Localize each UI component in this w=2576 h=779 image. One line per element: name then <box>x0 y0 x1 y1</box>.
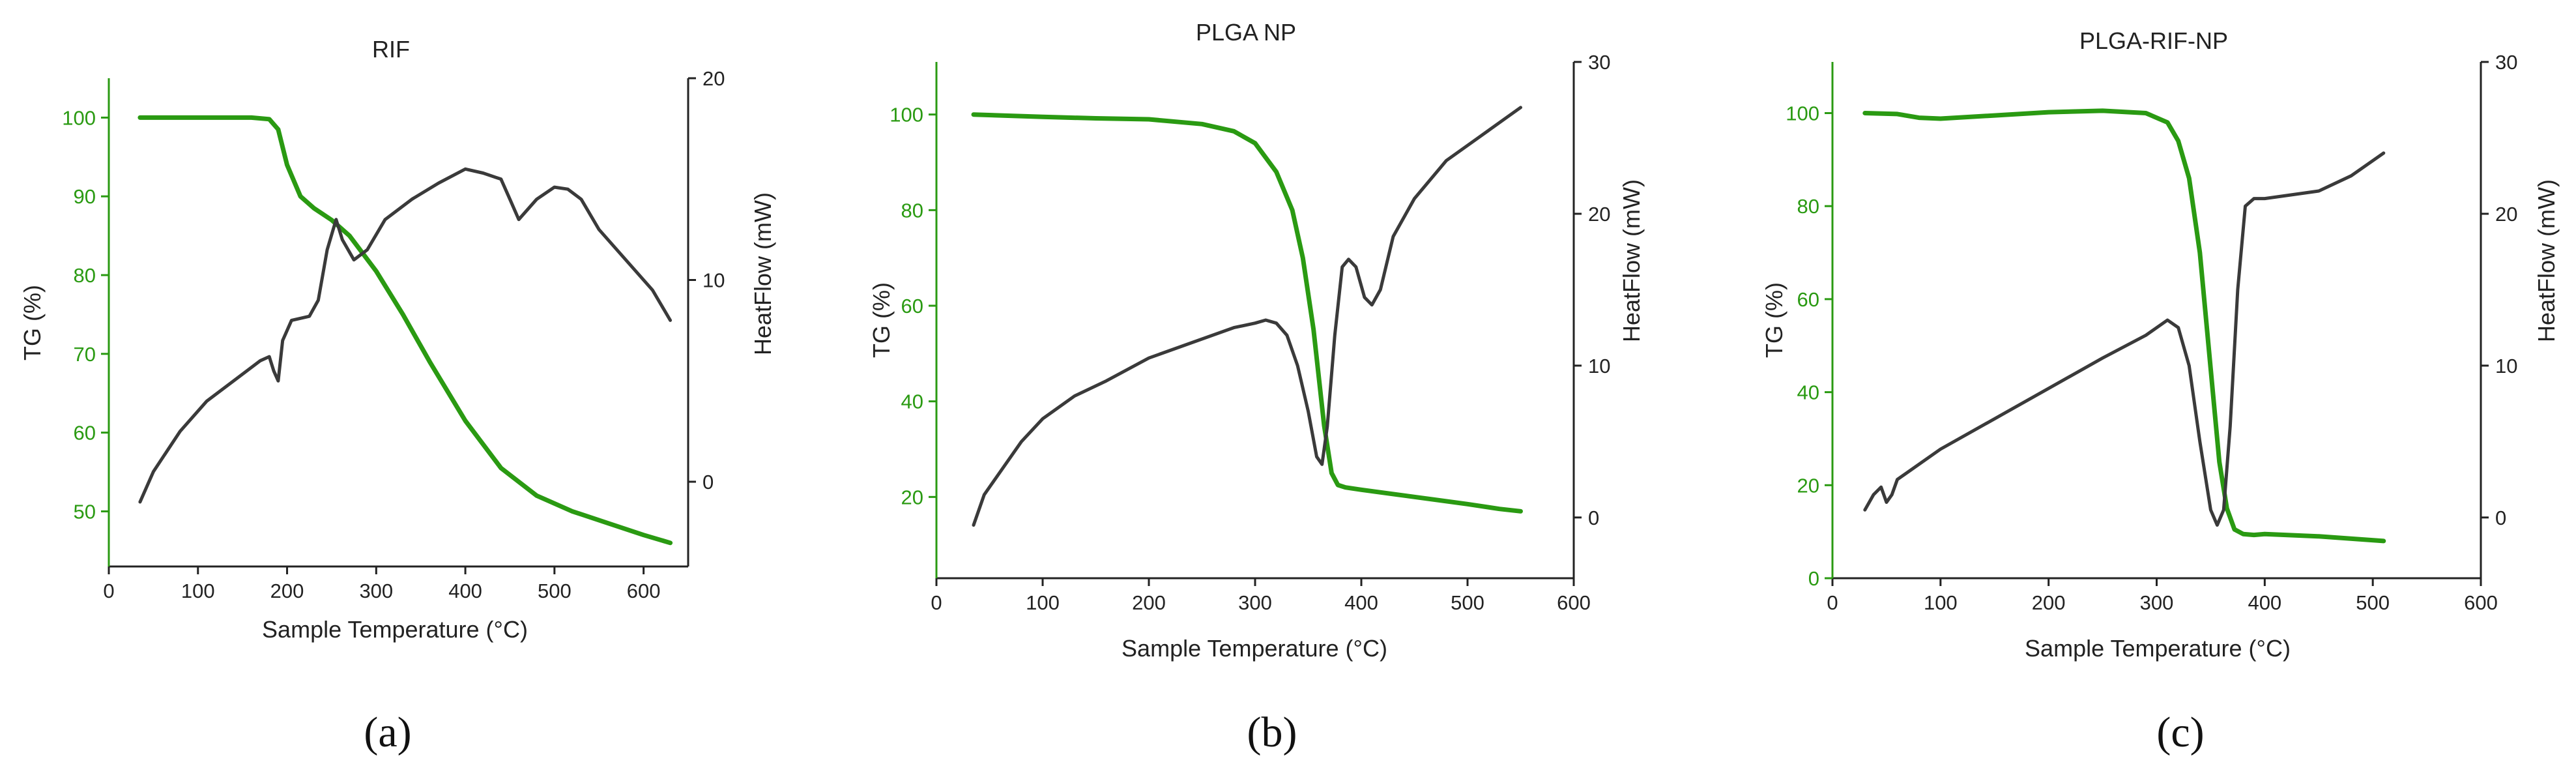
x-tick-label: 400 <box>1344 591 1378 614</box>
x-tick-label: 500 <box>2356 591 2390 614</box>
x-tick-label: 400 <box>2248 591 2281 614</box>
x-tick-label: 100 <box>181 580 215 602</box>
left-y-tick-label: 80 <box>901 199 923 222</box>
right-y-tick-label: 10 <box>702 269 725 292</box>
left-y-tick-label: 20 <box>901 486 923 508</box>
right-y-tick-label: 0 <box>702 471 714 493</box>
series-line-heatflow <box>972 106 1522 527</box>
chart-title: RIF <box>372 36 410 63</box>
chart-title: PLGA NP <box>1196 19 1296 46</box>
right-y-tick-label: 30 <box>1588 51 1610 74</box>
left-y-tick-label: 60 <box>74 422 96 445</box>
right-y-tick-label: 20 <box>702 67 725 90</box>
left-y-tick-label: 20 <box>1797 474 1819 497</box>
x-tick-label: 600 <box>1557 591 1591 614</box>
left-y-tick-label: 100 <box>890 104 923 126</box>
x-tick-label: 200 <box>1132 591 1166 614</box>
x-axis-label: Sample Temperature (°C) <box>2025 635 2291 662</box>
left-y-tick-label: 80 <box>74 264 96 287</box>
right-y-tick-label: 20 <box>2495 203 2517 226</box>
left-y-tick-label: 100 <box>62 106 96 129</box>
left-y-tick-label: 40 <box>901 390 923 413</box>
panel-label: (c) <box>2156 709 2204 756</box>
x-tick-label: 200 <box>270 580 304 602</box>
chart-panel-3: 0 100 200 300 400 500 600 0 20 40 60 80 100 0 10 20 30 PL… <box>1761 27 2560 756</box>
left-y-tick-label: 60 <box>1797 288 1819 311</box>
x-axis-label: Sample Temperature (°C) <box>1122 635 1387 662</box>
right-y-tick-label: 10 <box>2495 355 2517 377</box>
right-y-tick-label: 0 <box>2495 507 2506 529</box>
left-y-tick-label: 0 <box>1808 567 1819 590</box>
left-y-tick-label: 90 <box>74 185 96 208</box>
left-y-tick-label: 50 <box>74 500 96 523</box>
x-tick-label: 400 <box>448 580 482 602</box>
right-y-axis-label: HeatFlow (mW) <box>749 192 776 355</box>
left-y-tick-label: 70 <box>74 343 96 366</box>
right-y-tick-label: 20 <box>1588 203 1610 226</box>
series-line-heatflow <box>1863 151 2386 527</box>
right-y-axis-label: HeatFlow (mW) <box>1618 179 1645 342</box>
left-y-axis-label: TG (%) <box>1761 282 1787 358</box>
x-tick-label: 500 <box>538 580 572 602</box>
right-y-axis-label: HeatFlow (mW) <box>2533 179 2560 342</box>
series-line-tg <box>137 115 673 546</box>
chart-panel-2: 0 100 200 300 400 500 600 20 40 60 80 100 0 10 20 30 PLG… <box>868 19 1645 756</box>
left-y-tick-label: 80 <box>1797 195 1819 218</box>
x-axis-label: Sample Temperature (°C) <box>262 616 528 643</box>
x-tick-label: 0 <box>103 580 114 602</box>
right-y-tick-label: 10 <box>1588 355 1610 377</box>
x-tick-label: 300 <box>1238 591 1272 614</box>
left-y-tick-label: 100 <box>1786 102 1819 125</box>
x-tick-label: 100 <box>1924 591 1958 614</box>
right-y-tick-label: 0 <box>1588 507 1599 529</box>
x-tick-label: 500 <box>1451 591 1484 614</box>
left-y-axis-label: TG (%) <box>868 282 895 358</box>
left-y-tick-label: 60 <box>901 295 923 317</box>
x-tick-label: 300 <box>2140 591 2174 614</box>
chart-title: PLGA-RIF-NP <box>2079 27 2228 54</box>
x-tick-label: 600 <box>2464 591 2498 614</box>
x-tick-label: 0 <box>931 591 942 614</box>
series-line-tg <box>971 112 1523 514</box>
left-y-axis-label: TG (%) <box>19 285 46 360</box>
x-tick-label: 600 <box>627 580 661 602</box>
series-line-heatflow <box>138 167 673 504</box>
series-line-tg <box>1862 108 2386 544</box>
x-tick-label: 100 <box>1026 591 1060 614</box>
x-tick-label: 200 <box>2032 591 2066 614</box>
right-y-tick-label: 30 <box>2495 51 2517 74</box>
x-tick-label: 300 <box>359 580 393 602</box>
panel-label: (a) <box>364 709 411 756</box>
x-tick-label: 0 <box>1827 591 1838 614</box>
chart-panel-1: 0 100 200 300 400 500 600 50 60 70 80 90 100 0 10 20 RIF… <box>19 36 776 756</box>
left-y-tick-label: 40 <box>1797 381 1819 404</box>
panel-label: (b) <box>1247 709 1297 756</box>
